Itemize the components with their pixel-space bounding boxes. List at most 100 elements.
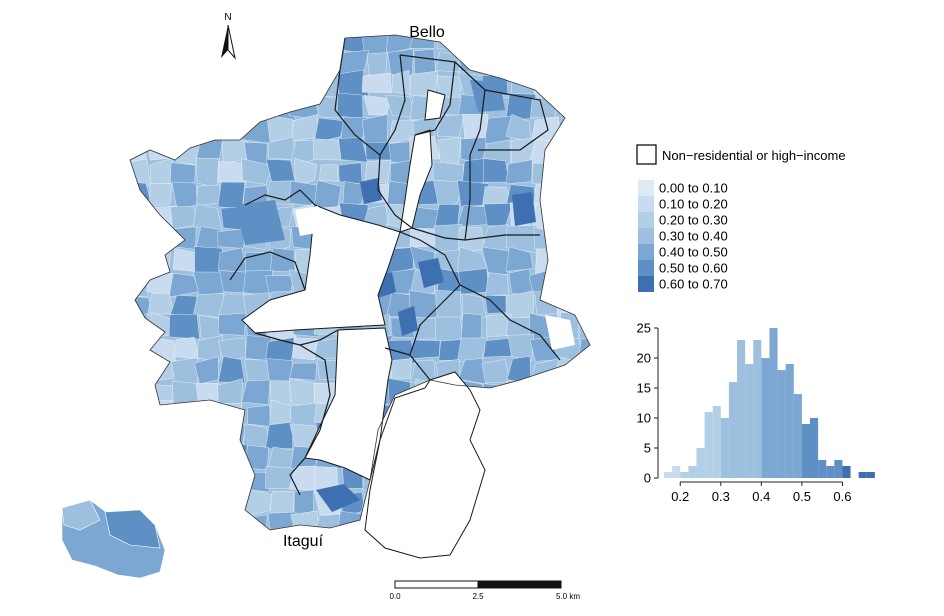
histogram-bar <box>720 418 729 478</box>
neighbourhood-cell <box>290 72 319 100</box>
neighbourhood-cell <box>486 469 511 495</box>
neighbourhood-cell <box>579 206 590 232</box>
neighbourhood-cell <box>268 92 296 121</box>
boundary-line <box>399 54 456 136</box>
neighbourhood-cell <box>289 362 317 381</box>
choropleth-map <box>61 34 591 579</box>
neighbourhood-cell <box>483 337 513 358</box>
neighbourhood-cell <box>130 92 151 120</box>
neighbourhood-cell <box>244 532 269 557</box>
neighbourhood-cell <box>169 513 199 530</box>
histogram-bar <box>712 406 721 478</box>
histogram-x-axis: 0.2 0.3 0.4 0.5 0.6 <box>671 481 851 504</box>
legend-class-label: 0.50 to 0.60 <box>659 261 728 276</box>
detached-area-light <box>61 499 101 531</box>
non-residential-areas <box>241 89 575 559</box>
neighbourhood-cell <box>482 443 510 469</box>
neighbourhood-cell <box>168 115 197 143</box>
neighbourhood-cell <box>557 50 583 74</box>
y-tick-label: 5 <box>644 441 651 456</box>
neighbourhood-cell <box>336 35 365 54</box>
boundary-line <box>244 189 316 206</box>
neighbourhood-cell <box>195 491 225 516</box>
legend-class-label: 0.00 to 0.10 <box>659 181 728 196</box>
scale-tick-1: 2.5 <box>472 592 484 601</box>
x-tick-label: 0.2 <box>671 489 689 504</box>
neighbourhood-cell <box>579 492 590 518</box>
neighbourhood-cell <box>173 467 196 494</box>
hotspot-cell <box>418 258 444 288</box>
y-tick-label: 25 <box>637 321 651 336</box>
histogram-bar <box>818 460 827 478</box>
neighbourhood-cell <box>198 117 226 142</box>
neighbourhood-cell <box>130 71 150 100</box>
neighbourhood-cell <box>505 35 532 56</box>
neighbourhood-cell <box>555 206 580 232</box>
neighbourhood-cell <box>197 534 223 562</box>
north-arrow-icon-right <box>227 24 236 60</box>
boundary-line <box>459 284 561 361</box>
neighbourhood-cell <box>534 48 561 78</box>
scale-bar-white <box>394 580 479 589</box>
detached-area-dark <box>104 509 161 549</box>
neighbourhood-cell <box>336 92 364 120</box>
neighbourhood-cell <box>505 93 536 121</box>
neighbourhood-cell <box>130 466 153 496</box>
neighbourhood-cell <box>576 423 590 453</box>
neighbourhood-cell <box>264 75 296 99</box>
neighbourhood-cell <box>146 35 176 54</box>
boundary-line <box>229 251 306 291</box>
neighbourhood-cell <box>241 379 271 405</box>
neighbourhood-cell <box>434 289 462 320</box>
neighbourhood-cell <box>293 489 314 519</box>
neighbourhood-cell <box>531 513 559 530</box>
scale-tick-2: 5.0 km <box>556 592 580 601</box>
histogram-bar <box>793 394 802 478</box>
neighbourhood-cell <box>194 509 225 530</box>
neighbourhood-cell <box>193 271 226 297</box>
neighbourhood-cell <box>130 139 147 164</box>
histogram-bar <box>826 466 835 478</box>
neighbourhood-cell <box>217 97 250 120</box>
hotspot-cell <box>360 178 382 204</box>
neighbourhood-cell <box>481 400 513 428</box>
neighbourhood-cell <box>130 379 152 406</box>
neighbourhood-cell <box>367 52 388 76</box>
neighbourhood-cell <box>504 47 535 73</box>
neighbourhood-cell <box>577 513 590 530</box>
legend-class-label: 0.10 to 0.20 <box>659 197 728 212</box>
y-tick-label: 10 <box>637 411 651 426</box>
neighbourhood-cell <box>528 492 558 518</box>
histogram-bar <box>680 472 689 478</box>
neighbourhood-cell <box>148 48 176 76</box>
histogram-bar <box>672 466 681 478</box>
neighbourhood-cell <box>481 246 510 276</box>
neighbourhood-cell <box>195 157 219 189</box>
neighbourhood-cell <box>288 50 316 77</box>
neighbourhood-cell <box>433 179 464 211</box>
legend-swatch <box>638 212 654 228</box>
neighbourhood-cell <box>577 293 590 317</box>
neighbourhood-cell <box>434 51 461 73</box>
neighbourhood-cell <box>294 157 318 186</box>
legend-outline-label: Non−residential or high−income <box>662 148 846 163</box>
neighbourhood-cell <box>530 445 560 472</box>
neighbourhood-cell <box>462 537 485 561</box>
hotspot-cell <box>512 192 536 226</box>
neighbourhood-cell <box>364 160 392 183</box>
neighbourhood-cell <box>581 446 590 474</box>
legend-swatch <box>638 196 654 212</box>
neighbourhood-cell <box>290 140 319 166</box>
x-tick-label: 0.3 <box>712 489 730 504</box>
neighbourhood-cell <box>241 158 273 185</box>
boundary-line <box>289 344 331 496</box>
neighbourhood-cell <box>130 48 154 77</box>
neighbourhood-cell <box>197 335 224 363</box>
non-residential-south-corridor <box>304 327 393 481</box>
neighbourhood-cell <box>145 70 172 95</box>
neighbourhood-cell <box>150 247 171 273</box>
neighbourhood-cell <box>130 35 149 56</box>
neighbourhood-cell <box>222 75 243 96</box>
neighbourhood-cell <box>481 359 511 384</box>
